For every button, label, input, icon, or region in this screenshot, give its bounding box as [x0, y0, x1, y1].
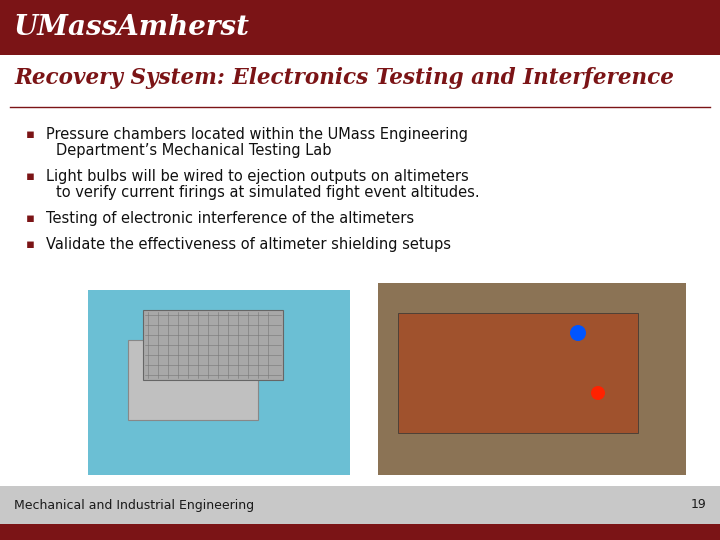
Text: Validate the effectiveness of altimeter shielding setups: Validate the effectiveness of altimeter … — [46, 237, 451, 252]
Bar — [398, 313, 638, 433]
Text: to verify current firings at simulated fight event altitudes.: to verify current firings at simulated f… — [56, 185, 480, 200]
Text: Department’s Mechanical Testing Lab: Department’s Mechanical Testing Lab — [56, 143, 331, 158]
Text: Light bulbs will be wired to ejection outputs on altimeters: Light bulbs will be wired to ejection ou… — [46, 169, 469, 184]
Text: Testing of electronic interference of the altimeters: Testing of electronic interference of th… — [46, 211, 414, 226]
Bar — [143, 310, 283, 380]
Circle shape — [570, 325, 586, 341]
Text: Mechanical and Industrial Engineering: Mechanical and Industrial Engineering — [14, 498, 254, 511]
Text: UMassAmherst: UMassAmherst — [14, 14, 250, 41]
Text: ▪: ▪ — [26, 170, 35, 183]
Bar — [128, 340, 258, 420]
Bar — [0, 486, 720, 524]
Text: ▪: ▪ — [26, 212, 35, 225]
Text: ▪: ▪ — [26, 238, 35, 251]
Text: ▪: ▪ — [26, 128, 35, 141]
Bar — [378, 283, 686, 475]
Text: Pressure chambers located within the UMass Engineering: Pressure chambers located within the UMa… — [46, 127, 468, 142]
Bar — [88, 290, 350, 475]
Text: Recovery System: Electronics Testing and Interference: Recovery System: Electronics Testing and… — [14, 67, 674, 89]
Circle shape — [591, 386, 605, 400]
Bar — [0, 0, 720, 55]
Text: 19: 19 — [690, 498, 706, 511]
Bar — [0, 524, 720, 540]
